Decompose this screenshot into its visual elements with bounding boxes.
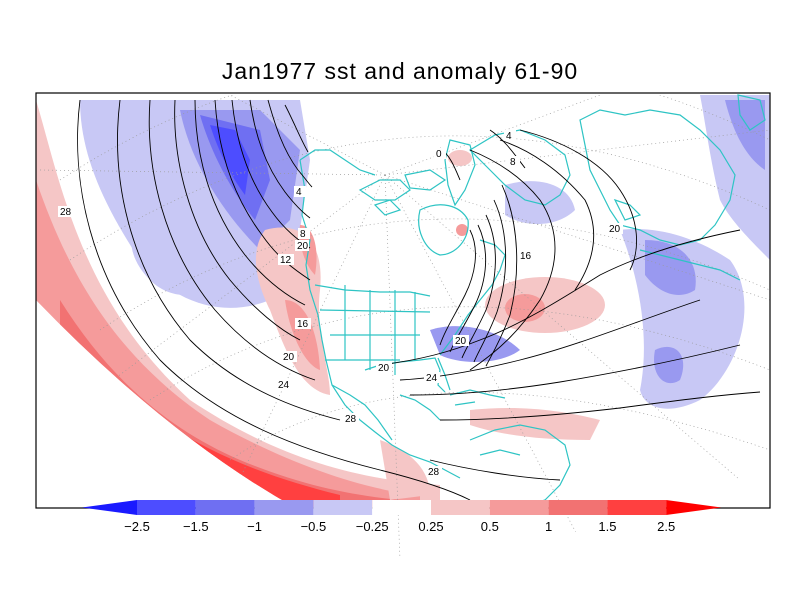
- colorbar-segment: [313, 500, 373, 515]
- colorbar-tick-label: 1: [545, 519, 552, 534]
- colorbar-tick-label: 0.25: [418, 519, 443, 534]
- colorbar-segment: [254, 500, 314, 515]
- colorbar-arrow-low: [82, 500, 137, 515]
- colorbar-tick-label: −0.25: [356, 519, 389, 534]
- colorbar-segment: [489, 500, 549, 515]
- colorbar-tick-label: 0.5: [481, 519, 499, 534]
- contour-label: 24: [426, 373, 438, 384]
- contour-label: 0: [436, 149, 442, 160]
- contour-label: 12: [280, 255, 292, 266]
- colorbar: −2.5 −1.5 −1 −0.5 −0.25 0.25 0.5 1 1.5 2.5: [82, 500, 722, 534]
- colorbar-tick-label: 2.5: [657, 519, 675, 534]
- anomaly-shading: [36, 95, 770, 508]
- colorbar-segment: [431, 500, 490, 515]
- colorbar-tick-label: −1: [247, 519, 262, 534]
- contour-labels: 28 20 16 12 8 4 0 4 8 16 20 20 20 20 24 …: [58, 130, 623, 478]
- contour-label: 20: [378, 363, 390, 374]
- colorbar-arrow-high: [666, 500, 722, 515]
- map-title: Jan1977 sst and anomaly 61-90: [221, 58, 579, 84]
- contour-label: 20: [609, 224, 621, 235]
- colorbar-tick-label: −0.5: [301, 519, 327, 534]
- colorbar-segment: [607, 500, 667, 515]
- colorbar-segment: [195, 500, 255, 515]
- sst-contours: [77, 99, 761, 501]
- contour-label: 28: [428, 467, 440, 478]
- contour-label: 8: [510, 157, 516, 168]
- contour-label: 16: [520, 251, 532, 262]
- contour-label: 28: [345, 414, 357, 425]
- colorbar-segment: [548, 500, 608, 515]
- contour-label: 28: [60, 207, 72, 218]
- contour-label: 4: [506, 131, 512, 142]
- contour-label: 24: [278, 380, 290, 391]
- colorbar-segment: [137, 500, 196, 515]
- contour-label: 20: [297, 241, 309, 252]
- contour-label: 20: [283, 352, 295, 363]
- contour-label: 20: [455, 336, 467, 347]
- colorbar-tick-label: 1.5: [598, 519, 616, 534]
- colorbar-segment: [372, 500, 431, 515]
- contour-label: 4: [296, 187, 302, 198]
- contour-label: 8: [300, 229, 306, 240]
- colorbar-tick-label: −1.5: [183, 519, 209, 534]
- contour-label: 16: [297, 319, 309, 330]
- colorbar-tick-label: −2.5: [124, 519, 150, 534]
